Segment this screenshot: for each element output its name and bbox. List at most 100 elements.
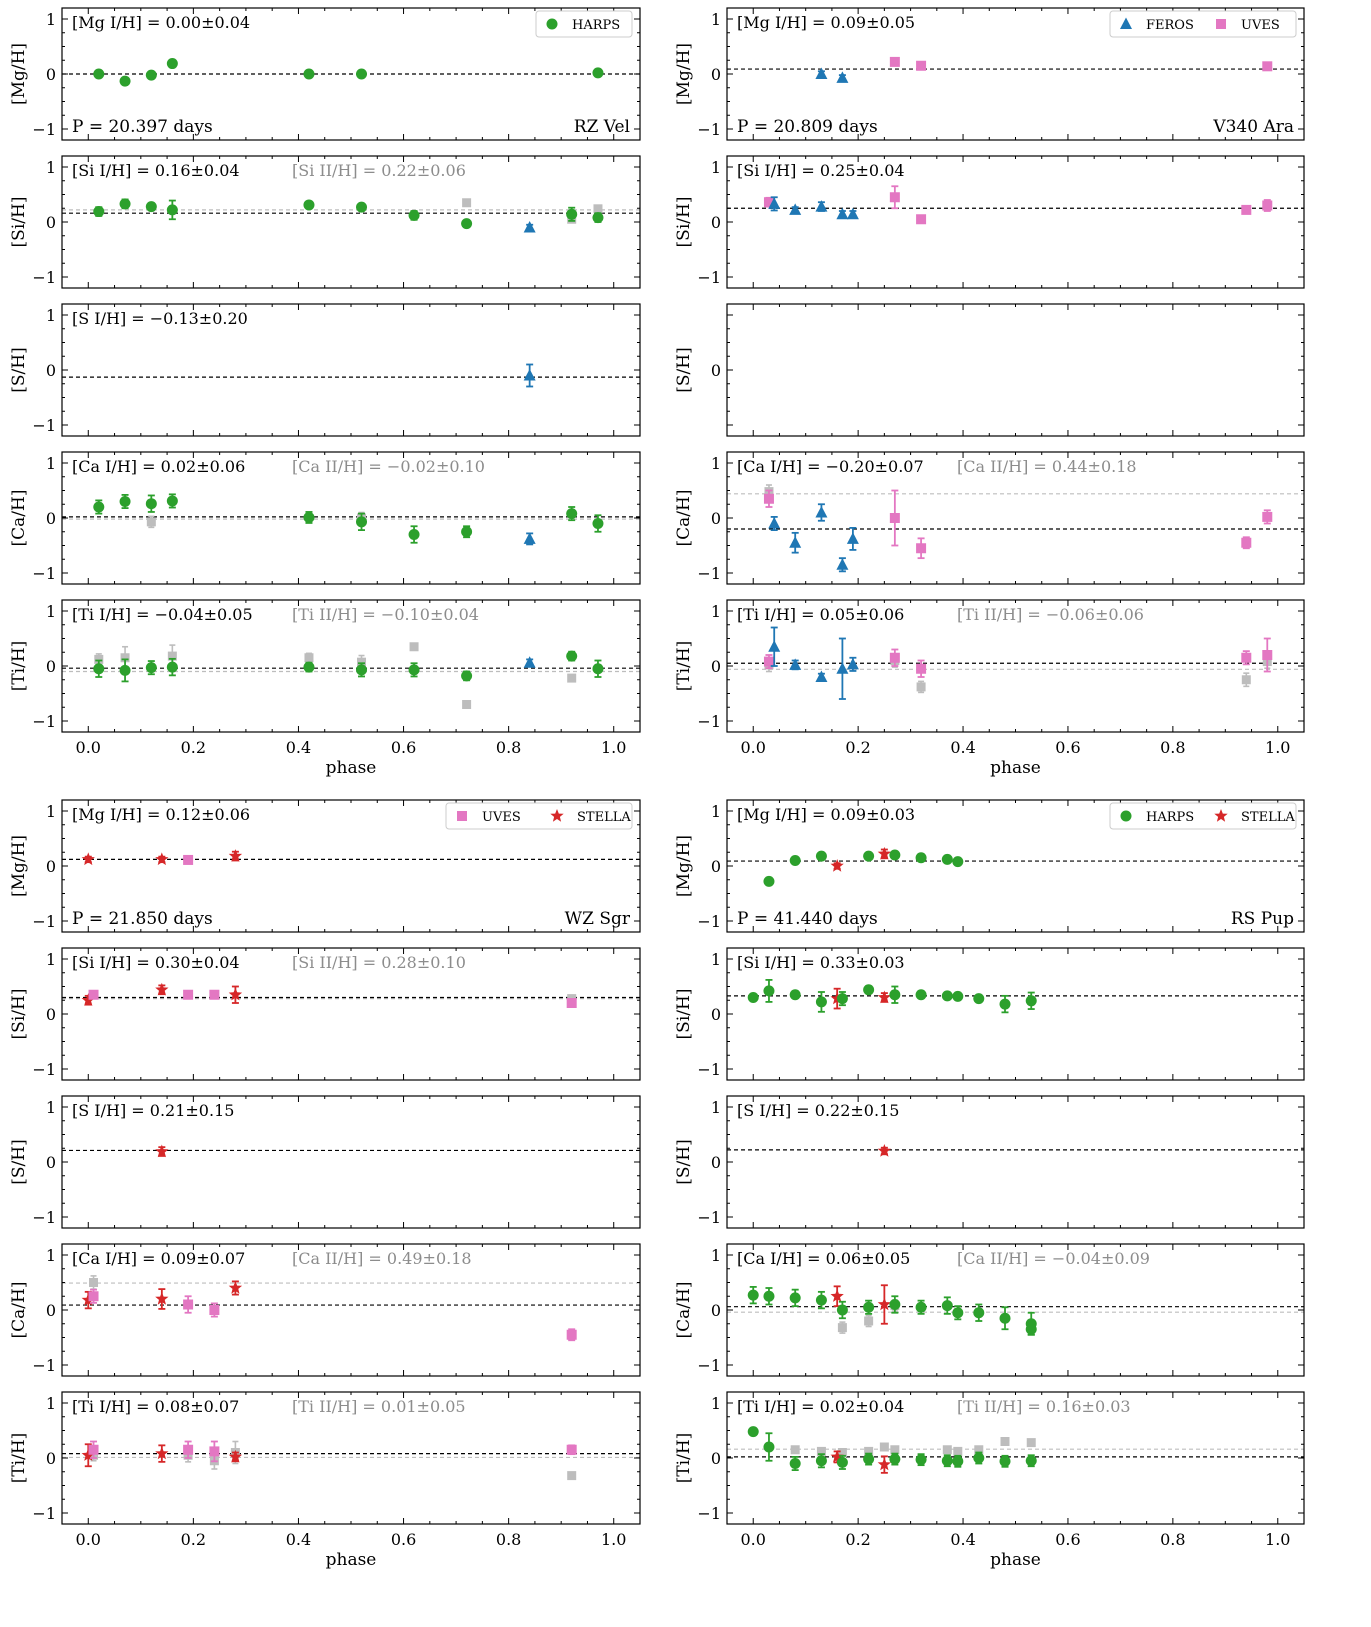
harps-point [815,850,827,862]
neutral-abundance-label: [Si I/H] = 0.33±0.03 [737,953,905,972]
y-tick-label: −1 [32,912,56,931]
feros-data-point [768,196,781,212]
uves-point [889,56,900,67]
harps-data-point [836,1454,848,1470]
harps-point [592,518,604,529]
harps-point [999,1455,1011,1467]
uves-data-point [889,185,900,210]
uves-point [916,543,927,554]
y-tick-label: 0 [46,213,56,232]
harps-point [119,75,131,87]
feros-point [523,532,536,544]
uves-point [183,989,194,1000]
uves-data-point [566,1328,577,1342]
x-tick-label: 0.0 [741,1530,766,1549]
chart-rz-vel: 10−1[Mg/H][Mg I/H] = 0.00±0.04P = 20.397… [9,7,641,778]
harps-data-point [815,850,827,862]
uves-data-point [1262,509,1273,525]
harps-data-point [815,1290,827,1310]
period-label: P = 21.850 days [72,909,213,929]
stella-data-point [81,852,95,866]
legend-label: STELLA [1241,810,1295,825]
ionized-data-point [837,1321,847,1334]
panel-tih: 1 0 −1 [Ti/H] [Ti I/H] = 0.02±0.04 [Ti II/H] … [674,1391,1305,1570]
y-tick-label: 0 [711,361,721,380]
y-tick-label: −1 [32,120,56,139]
x-tick-label: 0.2 [845,1530,870,1549]
harps-point [889,989,901,1001]
harps-data-point [566,650,578,662]
ionized-point [890,1445,900,1455]
harps-point [566,208,578,220]
panel-tih: 1 0 −1 [Ti/H] [Ti I/H] = 0.05±0.06 [Ti II/H] … [674,599,1305,778]
y-axis-label: [Si/H] [9,989,29,1040]
feros-data-point [789,658,802,671]
x-tick-label: 1.0 [601,1530,626,1549]
period-label: P = 20.809 days [737,117,878,137]
y-tick-label: −1 [697,120,721,139]
panel-sh: 0 [S/H] [674,303,1305,437]
legend-box [445,802,633,830]
stella-point [877,990,891,1004]
stella-point [550,809,564,822]
harps-point [303,511,315,523]
y-axis-label: [Ti/H] [9,641,29,692]
legend-item-harps: HARPS [546,18,620,33]
harps-data-point [166,58,178,70]
uves-data-point [1241,650,1252,666]
harps-data-point [863,1299,875,1315]
uves-data-point [183,989,194,1000]
feros-data-point [815,200,828,212]
ionized-point [1241,675,1251,685]
uves-point [916,60,927,71]
y-tick-label: 0 [711,1005,721,1024]
harps-point [815,996,827,1008]
ionized-point [1026,1438,1036,1448]
feros-point [836,207,849,220]
ionized-abundance-label: [Ca II/H] = −0.02±0.10 [292,457,485,476]
uves-point [88,989,99,1000]
panel-tih: 1 0 −1 [Ti/H] [Ti I/H] = 0.08±0.07 [Ti II/H] … [9,1391,641,1570]
harps-data-point [915,989,927,1001]
uves-point [209,1446,220,1457]
stella-data-point [228,1280,243,1296]
neutral-abundance-label: [Ca I/H] = 0.06±0.05 [737,1249,910,1268]
y-tick-label: 1 [711,10,721,29]
harps-point [461,526,473,538]
legend-label: STELLA [577,810,631,825]
ionized-point [567,1471,577,1481]
harps-data-point [408,662,420,678]
stella-data-point [155,982,169,996]
uves-data-point [1262,637,1273,673]
y-tick-label: 1 [46,1098,56,1117]
harps-data-point [303,199,315,211]
harps-point [863,1453,875,1465]
stella-point [228,987,243,1001]
harps-point [915,852,927,864]
uves-point [183,1444,194,1455]
legend-label: FEROS [1146,18,1194,33]
ionized-point [304,653,314,663]
y-tick-label: −1 [32,1504,56,1523]
harps-point [836,1304,848,1316]
neutral-abundance-label: [Ti I/H] = 0.08±0.07 [72,1397,239,1416]
harps-point [592,663,604,675]
harps-point [973,993,985,1005]
harps-point [408,209,420,221]
panel-sh: 1 0 −1 [S/H] [S I/H] = 0.22±0.15 [674,1095,1305,1229]
ionized-point [94,654,104,664]
feros-point [846,657,859,670]
uves-point [88,1291,99,1302]
harps-data-point [763,1287,775,1306]
stella-point [81,993,95,1006]
harps-data-point [1025,1322,1037,1336]
stella-point [155,1292,169,1305]
harps-data-point [166,657,178,677]
harps-data-point [145,494,157,513]
harps-data-point [863,984,875,996]
ionized-data-point [567,673,577,683]
x-tick-label: 0.0 [741,738,766,757]
harps-data-point [941,853,953,865]
harps-point [356,68,368,80]
